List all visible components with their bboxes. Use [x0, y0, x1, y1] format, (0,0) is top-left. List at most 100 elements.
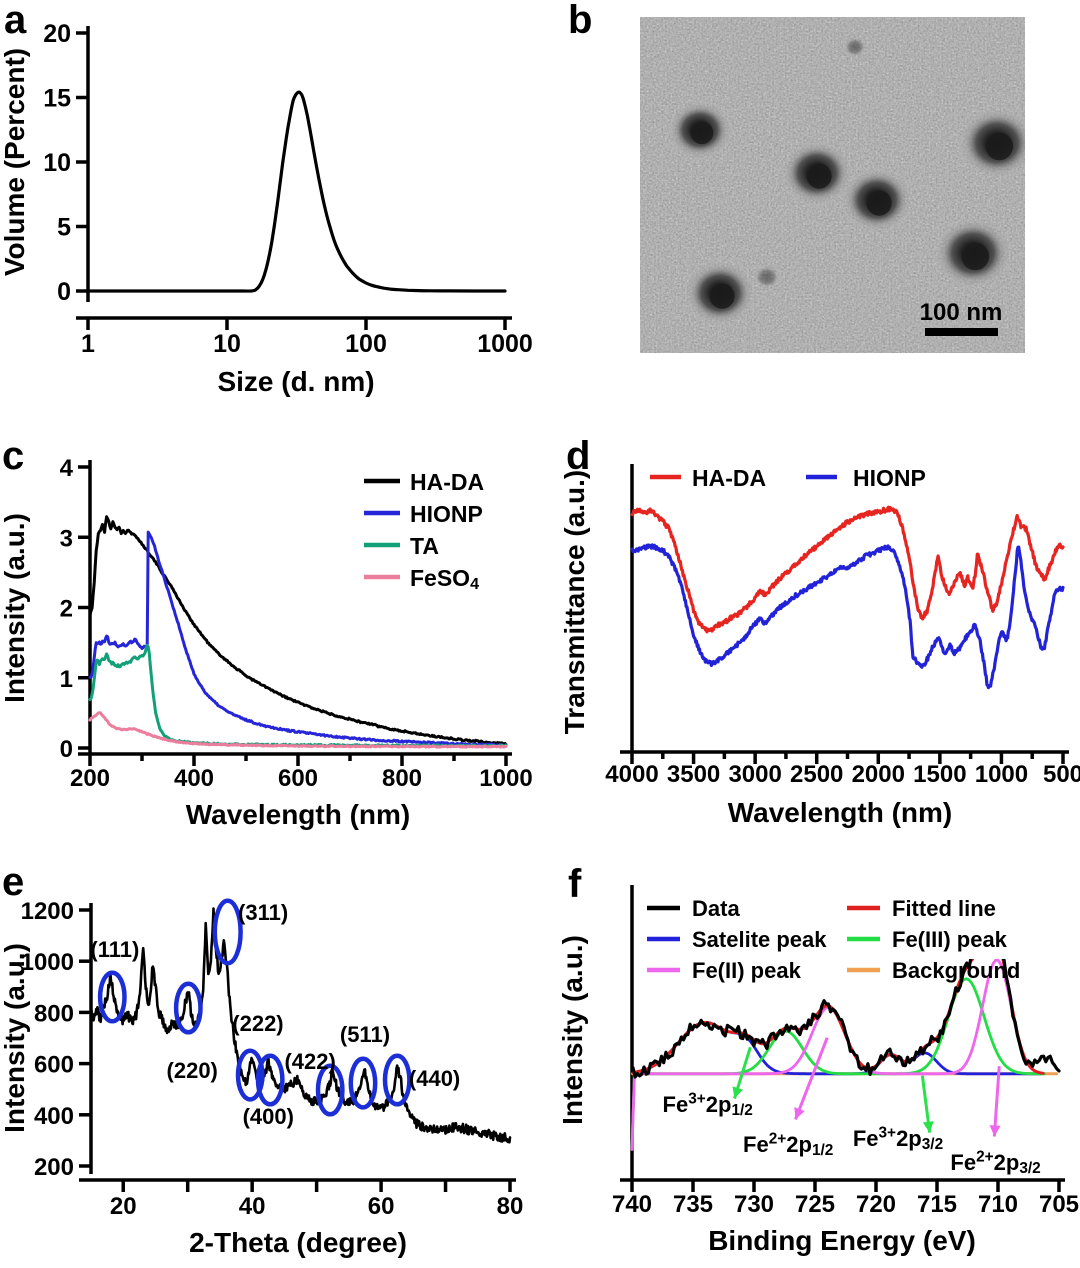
series-line-HIONP	[630, 543, 1065, 690]
svg-text:400: 400	[174, 765, 214, 792]
svg-text:1000: 1000	[479, 765, 532, 792]
svg-text:1500: 1500	[913, 761, 966, 788]
annotation-arrow	[992, 1066, 1001, 1137]
peak-ellipse	[212, 898, 243, 966]
panel-c-uvvis-chart: 200 400 600 800 1000 0 1 2 3 4 Wavelength (nm) Inte…	[0, 455, 533, 830]
svg-text:Binding Energy (eV): Binding Energy (eV)	[708, 1225, 976, 1256]
svg-text:(311): (311)	[238, 900, 288, 925]
panel-b-tem-image: 100 nm	[640, 17, 1025, 353]
panel-d-ftir-chart: 4000 3500 3000 2500 2000 1500 1000 500 Wavelengt…	[559, 464, 1080, 828]
svg-text:Satelite peak: Satelite peak	[692, 927, 827, 952]
series-line-HIONP XRD	[89, 907, 512, 1144]
svg-text:Fe3+2p3/2: Fe3+2p3/2	[853, 1125, 943, 1154]
svg-text:(220): (220)	[167, 1058, 218, 1083]
svg-text:3000: 3000	[728, 761, 781, 788]
svg-text:Transmittance (a.u.): Transmittance (a.u.)	[559, 470, 590, 735]
svg-text:(511): (511)	[340, 1022, 390, 1047]
svg-text:15: 15	[43, 85, 71, 113]
svg-text:715: 715	[917, 1191, 957, 1218]
svg-text:Fe3+2p1/2: Fe3+2p1/2	[663, 1091, 753, 1120]
svg-text:10: 10	[213, 330, 241, 358]
svg-text:5: 5	[57, 214, 71, 242]
svg-text:1000: 1000	[975, 761, 1028, 788]
nanoparticle	[842, 35, 868, 59]
svg-text:100 nm: 100 nm	[920, 299, 1003, 326]
svg-text:730: 730	[734, 1191, 774, 1218]
svg-text:20: 20	[43, 20, 71, 48]
svg-text:735: 735	[673, 1191, 713, 1218]
series-line-Data	[631, 959, 1061, 1079]
svg-text:80: 80	[497, 1193, 524, 1220]
svg-text:740: 740	[612, 1191, 652, 1218]
svg-text:1: 1	[81, 330, 95, 358]
peak-ellipse	[173, 981, 203, 1035]
svg-text:2-Theta (degree): 2-Theta (degree)	[189, 1227, 407, 1258]
svg-text:3500: 3500	[667, 761, 720, 788]
svg-text:Fitted line: Fitted line	[892, 896, 996, 921]
svg-text:720: 720	[856, 1191, 896, 1218]
svg-text:(400): (400)	[243, 1104, 294, 1129]
series-line-Fe(II) peak	[630, 959, 1041, 1151]
peak-ellipse	[348, 1056, 378, 1110]
svg-text:(222): (222)	[232, 1011, 283, 1036]
svg-text:Background: Background	[892, 958, 1020, 983]
axes-c	[78, 460, 512, 766]
svg-text:705: 705	[1039, 1191, 1079, 1218]
peak-ellipse	[315, 1063, 345, 1117]
svg-text:Intensity (a.u.): Intensity (a.u.)	[557, 935, 588, 1125]
svg-text:HIONP: HIONP	[410, 501, 483, 527]
svg-text:Size (d. nm): Size (d. nm)	[217, 366, 374, 397]
scale-bar	[925, 328, 998, 336]
svg-text:40: 40	[239, 1193, 266, 1220]
panel-f-xps-chart: 740 735 730 725 720 715 710 705 Binding Energy (…	[557, 885, 1079, 1256]
svg-text:(111): (111)	[90, 937, 139, 962]
svg-text:2: 2	[60, 596, 73, 623]
series-line-HA-DA	[630, 505, 1065, 634]
svg-text:(440): (440)	[409, 1066, 460, 1091]
svg-text:Fe2+2p3/2: Fe2+2p3/2	[950, 1149, 1040, 1178]
svg-text:800: 800	[382, 765, 422, 792]
svg-text:400: 400	[34, 1103, 74, 1130]
svg-text:Wavelength (nm): Wavelength (nm)	[728, 797, 953, 828]
peak-ellipse	[235, 1048, 265, 1102]
peak-ellipse	[255, 1053, 285, 1107]
svg-text:200: 200	[70, 765, 110, 792]
svg-text:HA-DA: HA-DA	[692, 465, 766, 491]
svg-text:Fe(III) peak: Fe(III) peak	[892, 927, 1008, 952]
svg-text:Wavelength (nm): Wavelength (nm)	[186, 799, 411, 830]
svg-text:Data: Data	[692, 896, 740, 921]
svg-text:0: 0	[57, 278, 71, 306]
svg-text:100: 100	[345, 330, 387, 358]
series-line-HA-DA	[88, 515, 508, 746]
svg-text:800: 800	[34, 1000, 74, 1027]
panel-letter-d: d	[566, 434, 591, 478]
svg-text:Intensity (a.u.): Intensity (a.u.)	[0, 943, 30, 1133]
peak-ellipse	[97, 970, 127, 1024]
panel-letter-e: e	[2, 860, 25, 904]
svg-text:FeSO4: FeSO4	[410, 565, 479, 593]
panel-letter-c: c	[2, 434, 25, 478]
svg-text:60: 60	[368, 1193, 395, 1220]
svg-text:HIONP: HIONP	[853, 465, 926, 491]
svg-text:0: 0	[60, 736, 73, 763]
svg-text:Intensity (a.u.): Intensity (a.u.)	[0, 513, 30, 703]
svg-text:2000: 2000	[852, 761, 905, 788]
panel-letter-f: f	[568, 862, 582, 906]
svg-text:4: 4	[60, 455, 74, 482]
svg-text:Volume (Percent): Volume (Percent)	[0, 48, 30, 276]
svg-text:600: 600	[34, 1052, 74, 1079]
svg-text:Fe2+2p1/2: Fe2+2p1/2	[743, 1131, 833, 1160]
svg-text:710: 710	[978, 1191, 1018, 1218]
svg-text:1000: 1000	[21, 949, 74, 976]
series-line-Satelite peak	[631, 1021, 1043, 1076]
series-line-HIONP size distribution	[86, 90, 507, 293]
svg-text:(422): (422)	[284, 1049, 335, 1074]
series-a	[86, 90, 507, 293]
axes-a	[76, 26, 512, 330]
panel-e-xrd-chart: 20 40 60 80 200 400 600 800 1000 1200 2-Theta (deg…	[0, 898, 524, 1258]
series-f	[630, 959, 1061, 1151]
annotation-arrow	[794, 1037, 829, 1120]
tem-micrograph: 100 nm	[640, 17, 1025, 353]
peak-ellipse	[382, 1053, 412, 1107]
